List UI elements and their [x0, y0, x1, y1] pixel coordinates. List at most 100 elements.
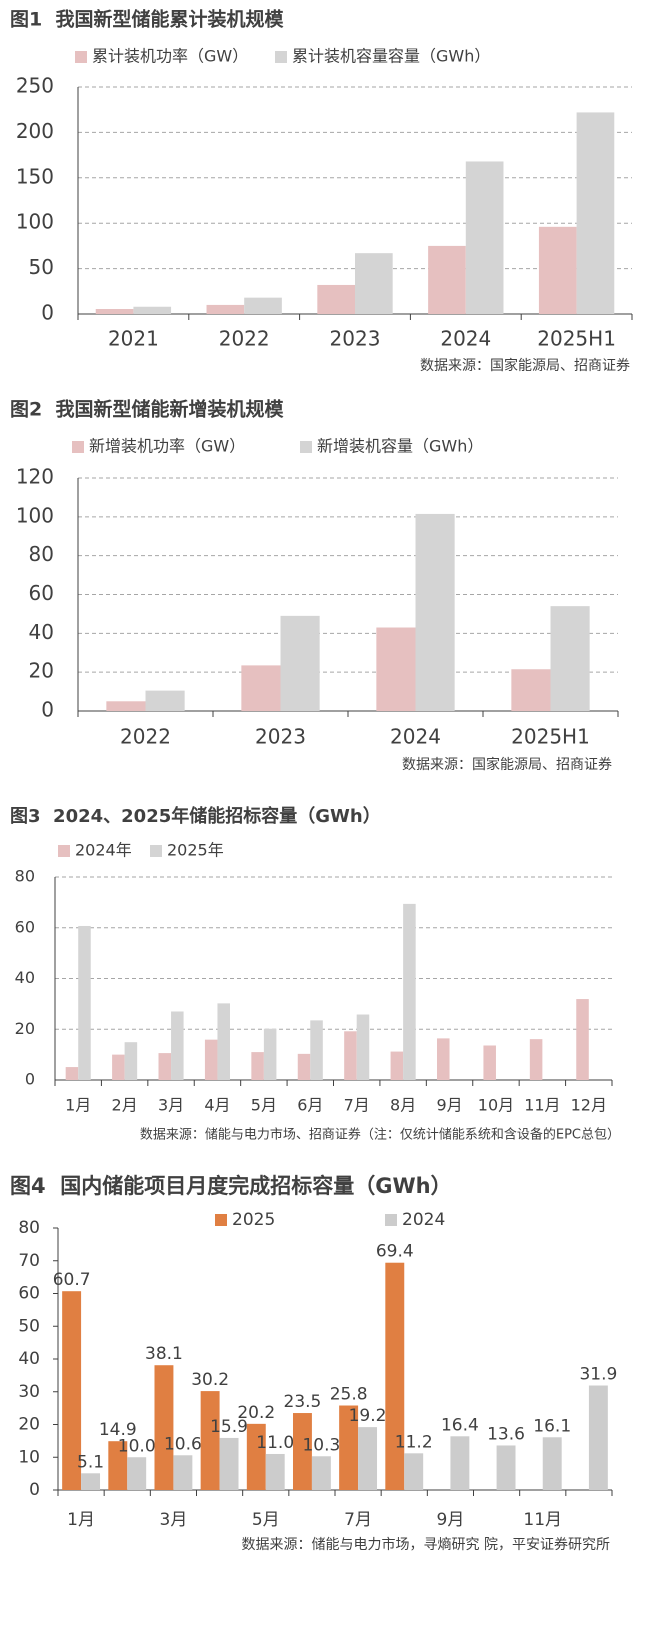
y-tick-label: 50 [18, 1316, 40, 1336]
bar [81, 1473, 101, 1490]
bar [415, 513, 455, 711]
bar [483, 1045, 496, 1080]
value-label: 25.8 [330, 1385, 368, 1405]
bar [280, 615, 320, 711]
bar [62, 1291, 82, 1490]
bar [217, 1003, 230, 1080]
bar [465, 161, 504, 314]
bar [200, 1391, 220, 1490]
source-note: 数据来源：国家能源局、招商证券 [402, 756, 612, 773]
bar [588, 1385, 608, 1490]
y-tick-label: 80 [18, 1218, 40, 1238]
bar [127, 1457, 147, 1490]
x-tick-label: 2021 [108, 327, 159, 351]
bar [204, 1039, 218, 1080]
legend-label: 新增装机容量（GWh） [317, 437, 483, 456]
y-tick-label: 120 [16, 465, 54, 489]
legend-swatch [300, 441, 312, 453]
y-tick-label: 30 [18, 1382, 40, 1402]
x-tick-label: 2024 [440, 327, 491, 351]
chart-title: 图3 2024、2025年储能招标容量（GWh） [10, 805, 381, 827]
x-tick-label: 6月 [297, 1096, 323, 1115]
bar [95, 309, 134, 314]
bar [251, 1052, 264, 1080]
legend-swatch [150, 845, 162, 857]
x-tick-label: 1月 [67, 1510, 95, 1530]
x-tick-label: 3月 [158, 1096, 184, 1115]
y-tick-label: 100 [16, 210, 54, 234]
x-tick-label: 2024 [390, 725, 441, 749]
x-tick-label: 9月 [436, 1096, 462, 1115]
bar [241, 665, 281, 711]
y-tick-label: 20 [18, 1415, 40, 1435]
legend-label: 新增装机功率（GW） [89, 437, 245, 456]
bar [263, 1028, 277, 1080]
legend-swatch [75, 51, 87, 63]
value-label: 5.1 [77, 1452, 104, 1472]
legend-label: 累计装机容量容量（GWh） [292, 47, 490, 66]
x-tick-label: 7月 [344, 1096, 370, 1115]
bar [158, 1053, 172, 1080]
bar [246, 1423, 266, 1490]
bar [542, 1437, 562, 1490]
value-label: 11.2 [395, 1432, 433, 1452]
x-tick-label: 5月 [251, 1096, 277, 1115]
y-tick-label: 80 [15, 867, 35, 886]
value-label: 60.7 [53, 1270, 91, 1290]
x-tick-label: 5月 [252, 1510, 280, 1530]
x-tick-label: 2025H1 [537, 327, 616, 351]
legend-label: 累计装机功率（GW） [92, 47, 248, 66]
bar [376, 627, 416, 711]
chart-title: 图1 我国新型储能累计装机规模 [10, 8, 284, 31]
value-label: 19.2 [349, 1406, 387, 1426]
x-tick-label: 7月 [344, 1510, 372, 1530]
y-tick-label: 0 [41, 698, 54, 722]
x-tick-label: 9月 [437, 1510, 465, 1530]
bar [65, 1067, 79, 1080]
value-label: 20.2 [237, 1403, 275, 1423]
value-label: 16.4 [441, 1415, 479, 1435]
y-tick-label: 150 [16, 164, 54, 188]
y-tick-label: 40 [18, 1349, 40, 1369]
bar [356, 1014, 370, 1080]
x-tick-label: 2023 [255, 725, 306, 749]
bar [310, 1020, 323, 1080]
bar [171, 1011, 184, 1080]
y-tick-label: 60 [18, 1284, 40, 1304]
y-tick-label: 100 [16, 503, 54, 527]
x-tick-label: 3月 [160, 1510, 188, 1530]
bar [292, 1413, 312, 1490]
y-tick-label: 0 [29, 1480, 40, 1500]
bar [173, 1455, 193, 1490]
x-tick-label: 2月 [112, 1096, 138, 1115]
bar [437, 1038, 450, 1080]
value-label: 15.9 [210, 1417, 248, 1437]
y-tick-label: 40 [15, 968, 35, 987]
bar [145, 690, 185, 711]
bar [403, 903, 416, 1080]
value-label: 31.9 [579, 1365, 617, 1385]
x-tick-label: 2025H1 [511, 725, 590, 749]
bar [265, 1453, 285, 1490]
value-label: 10.0 [118, 1436, 156, 1456]
value-label: 10.6 [164, 1434, 202, 1454]
y-tick-label: 0 [25, 1070, 35, 1089]
source-note: 数据来源：储能与电力市场，寻熵研究 院，平安证券研究所 [242, 1536, 610, 1553]
x-tick-label: 2022 [219, 327, 270, 351]
legend-label: 2024 [402, 1210, 445, 1230]
legend-swatch [215, 1214, 227, 1226]
legend-label: 2025年 [167, 841, 224, 860]
bar [390, 1051, 404, 1080]
bar [311, 1456, 331, 1490]
bar [529, 1039, 543, 1080]
x-tick-label: 11月 [524, 1096, 560, 1115]
y-tick-label: 40 [29, 620, 54, 644]
bar [154, 1365, 174, 1490]
bar [108, 1441, 128, 1490]
bar [112, 1054, 125, 1080]
bar [550, 606, 590, 711]
value-label: 30.2 [191, 1370, 229, 1390]
x-tick-label: 11月 [523, 1510, 562, 1530]
legend-swatch [385, 1214, 397, 1226]
